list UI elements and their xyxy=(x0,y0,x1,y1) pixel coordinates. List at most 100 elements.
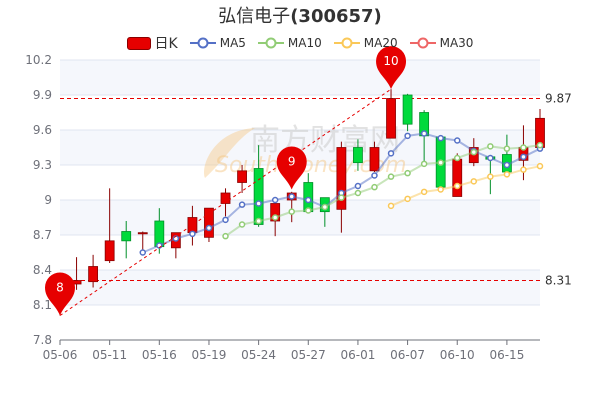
ma-point-ma5 xyxy=(222,216,229,224)
y-tick-label: 9.6 xyxy=(33,123,52,137)
candle-body xyxy=(104,240,115,262)
ma-point-ma5 xyxy=(404,132,411,140)
ma-point-ma20 xyxy=(536,162,544,170)
candle-body xyxy=(386,98,396,139)
x-tick-label: 05-27 xyxy=(291,348,326,362)
ma-point-ma10 xyxy=(288,208,295,215)
mark-line-label: 9.87 xyxy=(545,92,572,106)
y-tick-label: 9.3 xyxy=(33,158,52,172)
x-tick-label: 05-19 xyxy=(192,348,227,362)
ma-point-ma5 xyxy=(288,193,295,200)
ma-point-ma5 xyxy=(189,230,196,238)
x-tick-label: 06-15 xyxy=(489,348,524,362)
legend-item-ma5[interactable]: MA5 xyxy=(189,36,246,50)
candle-body xyxy=(336,147,347,210)
x-tick-label: 06-10 xyxy=(440,348,475,362)
ma-point-ma10 xyxy=(470,148,478,156)
legend-label: MA10 xyxy=(287,36,322,50)
candle-body xyxy=(369,147,380,172)
x-tick-label: 06-01 xyxy=(340,348,375,362)
x-tick-label: 05-11 xyxy=(92,348,127,362)
mark-point-pin: 10 xyxy=(376,46,407,90)
ma-point-ma20 xyxy=(387,202,395,210)
candle xyxy=(121,221,132,259)
candle-body xyxy=(402,94,413,125)
ma-point-ma20 xyxy=(404,195,411,203)
y-tick-label: 8.4 xyxy=(33,263,52,277)
candle xyxy=(137,231,148,251)
legend-label: 日K xyxy=(154,36,178,52)
candle xyxy=(369,141,380,172)
legend-item-ma30[interactable]: MA30 xyxy=(409,36,473,50)
ma-point-ma10 xyxy=(503,145,511,152)
candle xyxy=(253,145,264,227)
ma30-line-icon xyxy=(409,37,436,49)
ma-point-ma5 xyxy=(487,154,494,162)
mark-point-label: 8 xyxy=(56,281,64,295)
x-tick-label: 06-07 xyxy=(390,348,425,362)
ma-point-ma20 xyxy=(437,186,444,193)
mark-point-pin: 9 xyxy=(276,146,307,190)
candle xyxy=(237,165,247,193)
ma-point-ma10 xyxy=(238,221,246,228)
ma-point-ma5 xyxy=(437,134,444,142)
pin-shape xyxy=(276,146,307,190)
mark-point-pin: 8 xyxy=(45,272,75,316)
ma-point-ma5 xyxy=(305,196,312,204)
ma-point-ma10 xyxy=(305,207,312,214)
ma-point-ma5 xyxy=(371,172,378,179)
candle-body xyxy=(237,170,247,183)
candle-body xyxy=(204,207,214,238)
ma-point-ma10 xyxy=(338,194,345,201)
x-tick-label: 05-06 xyxy=(43,348,78,362)
candle-body xyxy=(270,203,281,222)
ma-point-ma10 xyxy=(371,183,378,191)
candle-body xyxy=(253,168,264,225)
ma-point-ma5 xyxy=(205,224,213,232)
stock-code: (300657) xyxy=(290,6,382,27)
ma-point-ma5 xyxy=(453,137,461,144)
ma20-line-icon xyxy=(333,37,360,49)
y-tick-label: 7.8 xyxy=(33,333,52,347)
grid-band xyxy=(60,235,540,270)
ma-point-ma20 xyxy=(487,173,494,180)
legend-item-ma10[interactable]: MA10 xyxy=(257,36,322,50)
ma-point-ma10 xyxy=(437,159,444,166)
legend-label: MA20 xyxy=(363,36,398,50)
ma-point-ma5 xyxy=(420,130,428,137)
grid-band xyxy=(60,60,540,95)
candle-body xyxy=(220,192,231,204)
ma-point-ma10 xyxy=(404,169,411,177)
x-tick-label: 05-16 xyxy=(142,348,177,362)
candle-body xyxy=(121,231,132,242)
y-tick-label: 9.9 xyxy=(33,88,52,102)
stock-name: 弘信电子 xyxy=(218,6,291,27)
ma-point-ma10 xyxy=(420,160,428,168)
ma-point-ma5 xyxy=(354,182,362,190)
trend-mark-line xyxy=(59,88,392,316)
legend-item-ma20[interactable]: MA20 xyxy=(333,36,398,50)
grid-band xyxy=(60,95,540,130)
y-tick-label: 10.2 xyxy=(25,53,52,67)
candle-body xyxy=(88,266,99,283)
ma-point-ma10 xyxy=(271,214,279,221)
candle-body xyxy=(452,158,463,197)
y-tick-label: 9 xyxy=(44,193,52,207)
ma-point-ma5 xyxy=(520,153,527,161)
ma-point-ma10 xyxy=(321,203,329,211)
candle-body xyxy=(187,217,198,234)
ma-point-ma5 xyxy=(238,201,246,208)
ma-point-ma10 xyxy=(487,143,494,150)
legend-item-daily-k[interactable]: 日K xyxy=(126,33,178,53)
ma-point-ma10 xyxy=(222,232,229,240)
ma-point-ma5 xyxy=(139,249,147,256)
pin-shape xyxy=(376,46,407,90)
pin-shape xyxy=(45,272,75,316)
grid-band xyxy=(60,305,540,340)
ma-point-ma20 xyxy=(470,178,478,185)
candle xyxy=(402,93,413,132)
ma-point-ma10 xyxy=(255,217,262,225)
candle-body xyxy=(137,232,148,235)
